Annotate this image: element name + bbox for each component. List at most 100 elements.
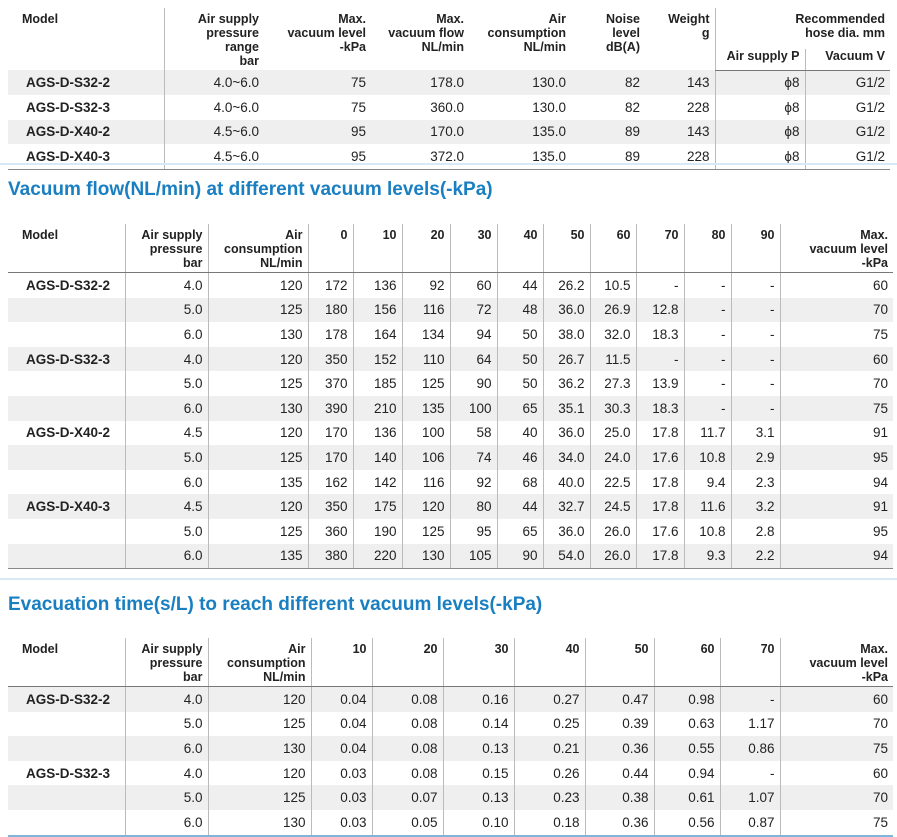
- value-cell: 136: [352, 420, 402, 446]
- value-cell: 11.5: [589, 346, 636, 372]
- value-cell: 0.63: [653, 711, 720, 737]
- value-cell: 10.8: [683, 445, 731, 470]
- value-cell: 5.0: [124, 371, 208, 396]
- value-cell: 1.17: [719, 711, 780, 737]
- value-cell: 68: [496, 469, 543, 495]
- value-cell: 18.3: [635, 322, 684, 347]
- value-cell: 100: [401, 420, 450, 446]
- value-cell: 2.8: [730, 518, 780, 544]
- value-cell: ϕ8: [714, 70, 805, 95]
- model-cell: AGS-D-X40-3: [8, 144, 164, 170]
- value-cell: 120: [207, 272, 308, 298]
- value-cell: 75: [350, 99, 366, 115]
- value-cell: 380: [307, 543, 353, 570]
- value-cell: 0.21: [513, 736, 585, 761]
- col-recommended-hose: Recommended hose dia. mm: [714, 8, 891, 49]
- value-cell: 130.0: [469, 70, 571, 95]
- value-cell: -: [730, 272, 780, 298]
- col-vacuum-level: 30: [442, 638, 514, 687]
- value-cell: 0.94: [653, 760, 720, 786]
- value-cell: 125: [207, 518, 308, 544]
- value-cell: 152: [352, 346, 402, 372]
- header-line: vacuum flow: [388, 26, 464, 40]
- col-vacuum-level: 40: [513, 638, 585, 687]
- value-cell: 54.0: [542, 543, 590, 570]
- vacuum-flow-table: Model Air supply pressure bar Air consumption…: [8, 224, 893, 570]
- value-cell: 80: [449, 494, 497, 519]
- value-cell: 6.0: [124, 809, 208, 837]
- value-cell: 0.16: [442, 686, 514, 712]
- value-cell: 0.03: [310, 785, 372, 810]
- header-line: Max.: [860, 228, 888, 242]
- value-cell: 65: [496, 395, 543, 421]
- value-cell: 94: [449, 322, 497, 347]
- value-cell: 50: [496, 346, 543, 372]
- value-cell: 60: [779, 760, 893, 786]
- value-cell: 91: [779, 494, 893, 519]
- col-vacuum-level: 70: [635, 224, 684, 273]
- value-cell: 9.4: [683, 469, 731, 495]
- value-cell: 0.55: [653, 736, 720, 761]
- value-cell: 36.0: [542, 297, 590, 323]
- value-cell: 0.47: [584, 686, 654, 712]
- value-cell: -: [730, 322, 780, 347]
- value-cell: 180: [307, 297, 353, 323]
- value-cell: 82: [624, 99, 640, 115]
- value-cell: G1/2: [804, 119, 891, 144]
- value-cell: ϕ8: [714, 95, 805, 120]
- value-cell: G1/2: [804, 144, 891, 170]
- value-cell: 4.0: [124, 760, 208, 786]
- value-cell: 70: [779, 711, 893, 737]
- header-line: Max.: [338, 12, 366, 26]
- col-vacuum-level: 90: [730, 224, 780, 273]
- value-cell: 2.9: [730, 445, 780, 470]
- value-cell: 0.13: [442, 736, 514, 761]
- value-cell: 350: [307, 494, 353, 519]
- vacuum-flow-section-title: Vacuum flow(NL/min) at different vacuum …: [8, 179, 493, 200]
- header-line: g: [701, 26, 710, 40]
- value-cell: 40.0: [542, 469, 590, 495]
- value-cell: 360.0: [430, 99, 464, 115]
- value-cell: 130.0: [532, 99, 566, 115]
- value-cell: 24.0: [589, 445, 636, 470]
- value-cell: 44: [496, 494, 543, 519]
- value-cell: 178.0: [371, 70, 469, 95]
- header-line: Air: [285, 228, 303, 242]
- value-cell: -: [730, 371, 780, 396]
- col-vacuum-level: 50: [584, 638, 654, 687]
- value-cell: 170: [307, 445, 353, 470]
- header-line: Air supply: [141, 642, 203, 656]
- value-cell: 130: [401, 543, 450, 570]
- section-divider: [0, 578, 897, 580]
- model-cell: [8, 809, 125, 837]
- table-row: 5.0 125 170 140 106 74 46 34.0 24.0 17.6 10.8 2.9 95: [8, 445, 893, 470]
- value-cell: 48: [496, 297, 543, 323]
- value-cell: 0.36: [584, 736, 654, 761]
- value-cell: 110: [401, 346, 450, 372]
- value-cell: 120: [207, 346, 308, 372]
- section-divider: [0, 163, 897, 165]
- header-line: vacuum level: [809, 656, 888, 670]
- header-line: pressure: [149, 242, 203, 256]
- col-max-vacuum-level: Max. vacuum level -kPa: [779, 638, 893, 687]
- model-cell: [8, 445, 125, 470]
- model-cell: [8, 736, 125, 761]
- value-cell: 24.5: [589, 494, 636, 519]
- value-cell: 89: [571, 119, 645, 144]
- value-cell: 125: [207, 297, 308, 323]
- value-cell: 4.5~6.0: [163, 144, 264, 170]
- value-cell: -: [719, 760, 780, 786]
- header-line: pressure: [149, 656, 203, 670]
- value-cell: 156: [352, 297, 402, 323]
- table-row: AGS-D-S32-2 4.0 120 0.04 0.08 0.16 0.27 0.47 0.9…: [8, 686, 893, 712]
- value-cell: 95: [779, 518, 893, 544]
- table-row: 6.0 135 162 142 116 92 68 40.0 22.5 17.8 9.4 2.3 94: [8, 469, 893, 495]
- value-cell: 32.7: [542, 494, 590, 519]
- col-air-consumption: Air consumption NL/min: [207, 638, 311, 687]
- value-cell: 5.0: [124, 711, 208, 737]
- model-cell: [8, 395, 125, 421]
- value-cell: 75: [779, 809, 893, 837]
- value-cell: 125: [207, 371, 308, 396]
- value-cell: 64: [449, 346, 497, 372]
- value-cell: 92: [401, 272, 450, 298]
